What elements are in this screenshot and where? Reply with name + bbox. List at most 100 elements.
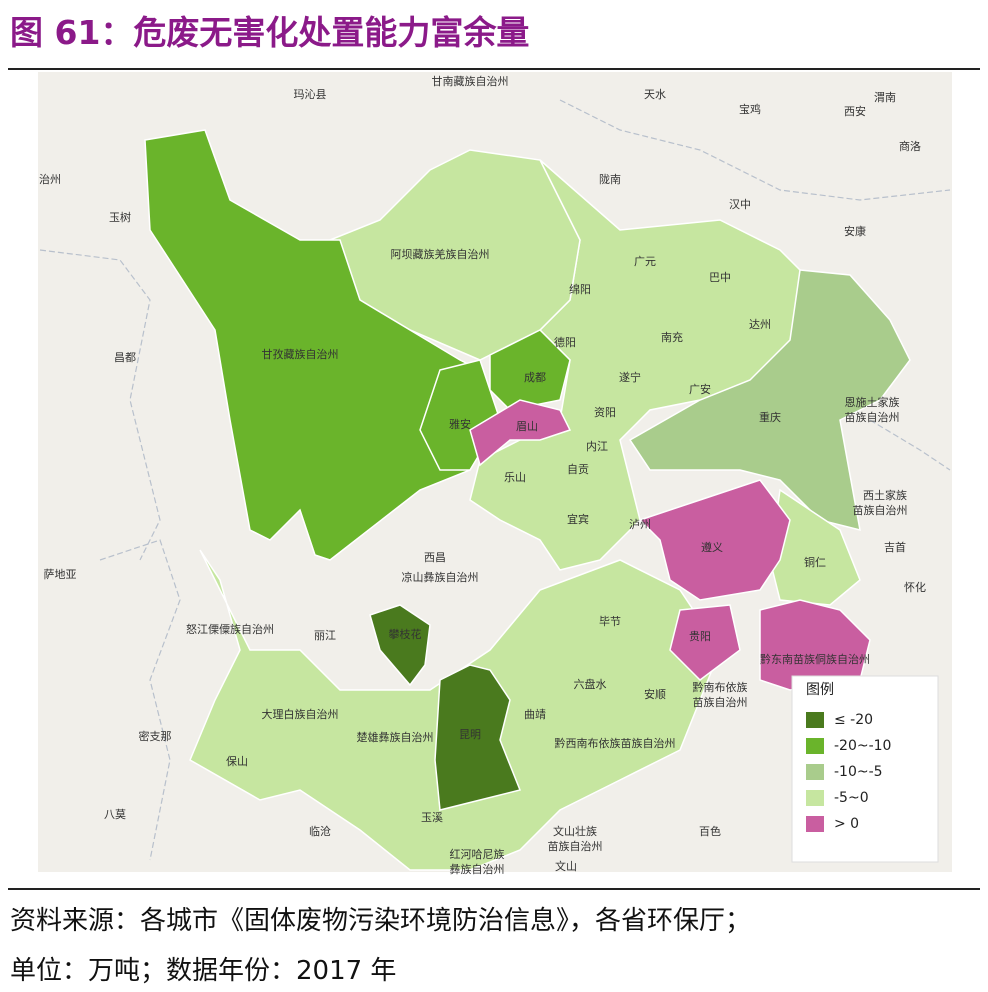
place-label: 广元 <box>634 255 656 268</box>
place-label: 遵义 <box>701 540 723 554</box>
title: 图 61：危废无害化处置能力富余量 <box>10 13 530 52</box>
place-label: 曲靖 <box>524 708 546 721</box>
place-label: 甘孜藏族自治州 <box>262 347 339 361</box>
region <box>628 269 911 532</box>
region <box>669 604 741 681</box>
place-label: 苗族自治州 <box>853 503 908 517</box>
place-label: 资阳 <box>594 406 616 419</box>
place-label: 黔东南苗族侗族自治州 <box>760 652 870 666</box>
place-label: 萨地亚 <box>44 568 77 581</box>
place-label: 安顺 <box>644 687 666 701</box>
place-label: 红河哈尼族 <box>450 847 505 861</box>
place-label: 阿坝藏族羌族自治州 <box>391 247 490 261</box>
place-label: 广安 <box>689 382 711 396</box>
borders <box>39 99 951 861</box>
place-label: 治州 <box>39 172 61 186</box>
place-label: 南充 <box>661 330 683 344</box>
place-label: 内江 <box>586 439 608 453</box>
place-label: 攀枝花 <box>389 627 422 641</box>
place-label: 怒江傈僳族自治州 <box>186 622 274 636</box>
place-label: 彝族自治州 <box>450 862 505 876</box>
legend-swatch <box>806 738 824 754</box>
legend-swatch <box>806 764 824 780</box>
place-label: 商洛 <box>899 139 921 153</box>
place-label: 眉山 <box>516 420 538 433</box>
top-rule <box>8 68 980 70</box>
place-label: 八莫 <box>104 808 126 821</box>
place-label: 临沧 <box>309 824 331 838</box>
legend-label: > 0 <box>834 816 859 832</box>
legend-label: ≤ -20 <box>834 712 873 728</box>
bottom-rule <box>8 888 980 890</box>
legend-swatch <box>806 712 824 728</box>
place-label: 昌都 <box>114 351 136 364</box>
place-label: 吉首 <box>884 540 906 554</box>
legend: 图例 ≤ -20 -20~-10 -10~-5 -5~0 > 0 <box>791 675 939 863</box>
place-label: 铜仁 <box>804 555 826 569</box>
place-label: 毕节 <box>599 615 621 628</box>
place-label: 天水 <box>644 88 666 101</box>
place-label: 自贡 <box>567 463 589 476</box>
region <box>469 399 572 467</box>
place-label: 贵阳 <box>689 630 711 643</box>
place-label: 绵阳 <box>569 282 591 296</box>
region <box>369 604 431 687</box>
place-label: 遂宁 <box>619 370 641 384</box>
place-label: 渭南 <box>874 91 896 104</box>
region <box>638 479 791 601</box>
place-label: 黔南布依族 <box>693 680 748 694</box>
place-label: 恩施土家族 <box>845 395 900 409</box>
place-label: 百色 <box>699 824 721 838</box>
place-label: 保山 <box>226 754 248 768</box>
place-label: 玉树 <box>109 210 131 224</box>
place-label: 苗族自治州 <box>548 839 603 853</box>
place-label: 玉溪 <box>421 811 443 824</box>
place-label: 达州 <box>749 318 771 331</box>
legend-label: -5~0 <box>834 790 869 806</box>
place-label: 德阳 <box>554 335 576 349</box>
place-label: 宜宾 <box>567 512 589 526</box>
place-label: 大理白族自治州 <box>262 707 339 721</box>
place-label: 安康 <box>844 224 866 238</box>
legend-label: -20~-10 <box>834 738 891 754</box>
region <box>759 599 871 691</box>
place-label: 怀化 <box>904 580 926 594</box>
regions <box>144 129 911 871</box>
place-label: 成都 <box>524 371 546 384</box>
place-label: 文山 <box>555 859 577 873</box>
region <box>434 664 522 811</box>
region <box>489 329 571 411</box>
place-label: 苗族自治州 <box>693 695 748 709</box>
place-label: 巴中 <box>709 271 731 284</box>
place-label: 甘南藏族自治州 <box>432 74 509 88</box>
place-label: 昆明 <box>459 728 481 741</box>
place-label: 文山壮族 <box>553 824 597 838</box>
region <box>144 129 481 561</box>
place-label: 丽江 <box>314 629 336 642</box>
legend-label: -10~-5 <box>834 764 883 780</box>
place-label: 西安 <box>844 104 866 118</box>
place-label: 陇南 <box>599 172 621 186</box>
legend-swatch <box>806 816 824 832</box>
legend-title: 图例 <box>806 682 834 698</box>
place-label: 苗族自治州 <box>845 410 900 424</box>
place-label: 重庆 <box>759 410 781 424</box>
place-label: 西昌 <box>424 551 446 564</box>
place-label: 密支那 <box>139 729 172 743</box>
place-label: 楚雄彝族自治州 <box>357 730 434 744</box>
place-label: 黔西南布依族苗族自治州 <box>555 736 676 750</box>
source: 资料来源：各城市《固体废物污染环境防治信息》，各省环保厅； <box>10 906 752 936</box>
unit: 单位：万吨；数据年份：2017 年 <box>10 956 397 986</box>
place-label: 泸州 <box>629 518 651 531</box>
place-label: 雅安 <box>449 417 471 431</box>
place-label: 乐山 <box>504 471 526 484</box>
legend-swatch <box>806 790 824 806</box>
place-label: 宝鸡 <box>739 102 761 116</box>
place-label: 汉中 <box>729 198 751 211</box>
place-label: 六盘水 <box>574 677 607 691</box>
place-label: 玛沁县 <box>294 88 327 101</box>
place-label: 凉山彝族自治州 <box>402 570 479 584</box>
